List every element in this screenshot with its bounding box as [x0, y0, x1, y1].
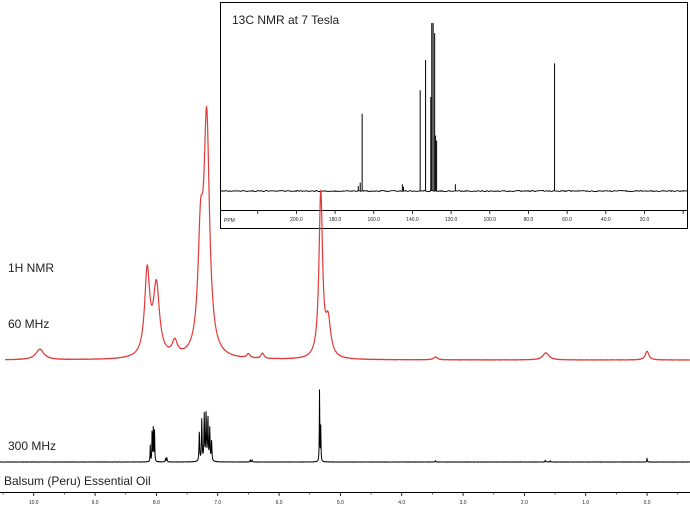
c13-tick-label: 20.0	[640, 217, 650, 223]
c13-baseline	[220, 189, 688, 193]
h1-tick-label: 3.0	[460, 500, 467, 506]
c13-tick-label: 140.0	[406, 217, 419, 223]
h1-tick-label: 1.0	[582, 500, 589, 506]
h1-tick-label: 8.0	[153, 500, 160, 506]
h1-nmr-label: 1H NMR	[8, 261, 54, 275]
h1-tick-label: 0.0	[644, 500, 651, 506]
c13-tick-label: 120.0	[445, 217, 458, 223]
h1-spectra: 10.0 9.0 8.0 7.0 6.0 5.0 4.0 3.0 2.0 1.0 0.0	[0, 106, 690, 506]
c13-tick-label: 180.0	[329, 217, 342, 223]
c13-tick-label: 200.0	[290, 217, 303, 223]
h1-tick-label: 6.0	[276, 500, 283, 506]
h1-tick-label: 7.0	[214, 500, 221, 506]
c13-x-ticks: 200.0 180.0 160.0 140.0 120.0 100.0 80.0 60.0 40…	[257, 210, 684, 223]
h1-tick-label: 5.0	[337, 500, 344, 506]
c13-spectrum	[220, 23, 688, 193]
c13-tick-label: 160.0	[368, 217, 381, 223]
h1-series-60-mhz	[4, 106, 690, 361]
h1-tick-label: 9.0	[92, 500, 99, 506]
h1-series-group	[0, 106, 690, 463]
c13-tick-label: 80.0	[524, 217, 534, 223]
h1-tick-label: 10.0	[29, 500, 39, 506]
c13-frame	[220, 2, 688, 229]
h1-series-300-mhz	[0, 389, 690, 463]
h1-x-ticks: 10.0 9.0 8.0 7.0 6.0 5.0 4.0 3.0 2.0 1.0 0.0	[2, 492, 679, 506]
c13-inset: 13C NMR at 7 Tesla 200.0 180.0 160.0 140.0 1…	[220, 2, 688, 229]
c13-tick-label: 40.0	[601, 217, 611, 223]
h1-tick-label: 4.0	[398, 500, 405, 506]
c13-tick-label: 60.0	[562, 217, 572, 223]
c13-title: 13C NMR at 7 Tesla	[232, 13, 339, 27]
series-label-60mhz: 60 MHz	[8, 317, 49, 331]
c13-tick-label: 100.0	[484, 217, 497, 223]
h1-tick-label: 2.0	[521, 500, 528, 506]
series-label-300mhz: 300 MHz	[8, 439, 56, 453]
c13-axis-label: PPM	[224, 218, 235, 224]
sample-name: Balsum (Peru) Essential Oil	[4, 474, 151, 488]
